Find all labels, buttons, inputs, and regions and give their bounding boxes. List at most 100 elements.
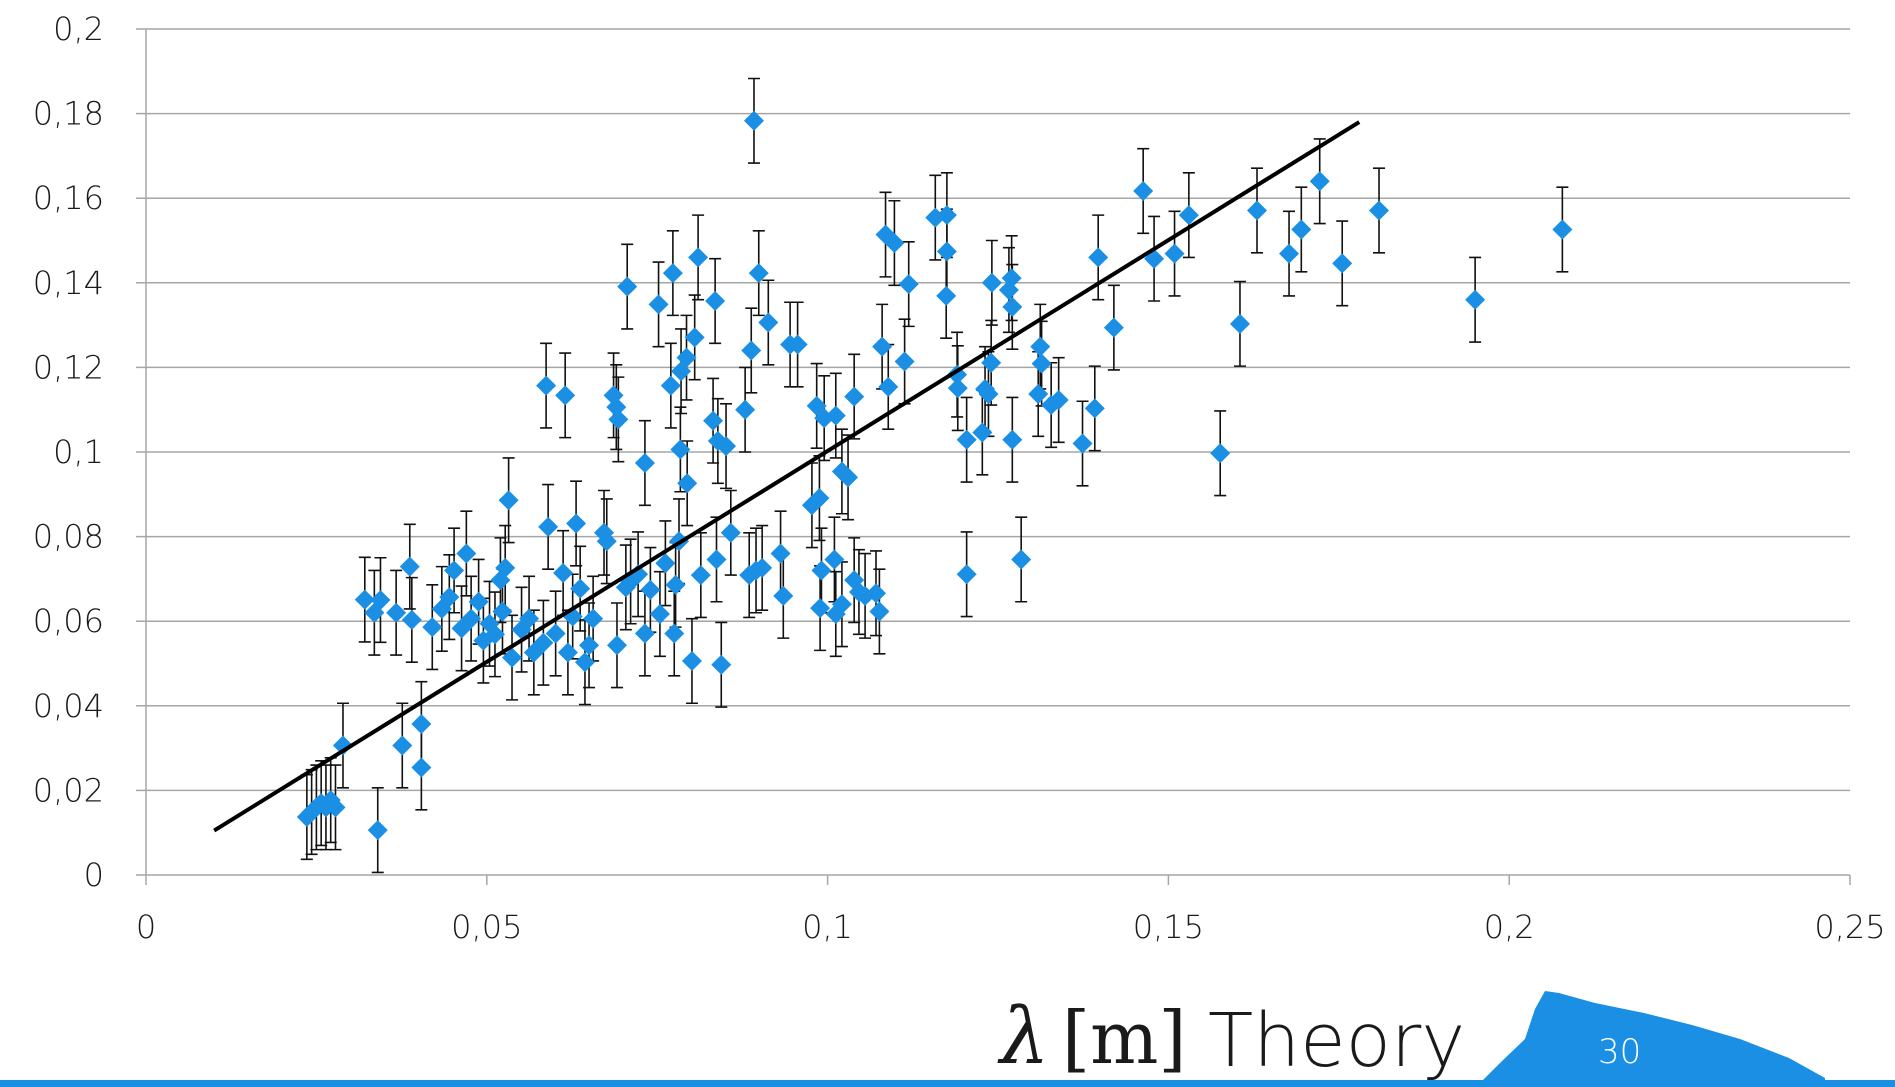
trend-line — [213, 120, 1361, 833]
data-point — [956, 429, 977, 450]
data-point — [1279, 243, 1300, 264]
x-tick-label: 0,25 — [1814, 908, 1885, 946]
data-point — [1369, 200, 1390, 221]
x-label-symbol: λ — [997, 992, 1049, 1082]
data-point — [634, 623, 655, 644]
data-point — [570, 578, 591, 599]
y-tick-label: 0,14 — [33, 264, 104, 302]
data-point — [898, 274, 919, 295]
data-point — [743, 110, 764, 131]
data-point — [690, 565, 711, 586]
data-point — [1028, 384, 1049, 405]
y-tick-label: 0 — [84, 856, 104, 894]
data-point — [648, 294, 669, 315]
data-point — [456, 543, 477, 564]
data-point — [411, 757, 432, 778]
data-point — [649, 604, 670, 625]
data-point — [677, 473, 698, 494]
data-point — [553, 562, 574, 583]
data-point — [831, 594, 852, 615]
data-point — [1001, 268, 1022, 289]
data-point — [566, 513, 587, 534]
x-tick-label: 0,2 — [1484, 908, 1535, 946]
data-point — [741, 340, 762, 361]
data-point — [545, 623, 566, 644]
data-point — [773, 585, 794, 606]
x-label-unit: [m] — [1062, 996, 1186, 1080]
data-point — [1002, 296, 1023, 317]
data-point — [606, 397, 627, 418]
data-point — [325, 797, 346, 818]
data-point — [676, 347, 697, 368]
y-tick-label: 0,12 — [33, 348, 104, 386]
data-point — [392, 735, 413, 756]
y-tick-label: 0,1 — [53, 433, 104, 471]
data-point — [574, 652, 595, 673]
data-point — [1030, 336, 1051, 357]
data-point — [665, 574, 686, 595]
x-tick-label: 0,05 — [451, 908, 522, 946]
data-point — [770, 543, 791, 564]
data-point — [660, 375, 681, 396]
data-point — [583, 608, 604, 629]
data-point — [1072, 433, 1093, 454]
data-point — [670, 439, 691, 460]
data-point — [1178, 205, 1199, 226]
data-point — [439, 587, 460, 608]
data-point — [484, 624, 505, 645]
data-point — [1309, 171, 1330, 192]
data-point — [825, 405, 846, 426]
data-point — [981, 352, 1002, 373]
footer-bar — [0, 1080, 1895, 1087]
data-point — [1164, 243, 1185, 264]
data-point — [422, 617, 443, 638]
data-point — [810, 598, 831, 619]
data-point — [1229, 313, 1250, 334]
data-point — [981, 272, 1002, 293]
y-tick-label: 0,08 — [33, 518, 104, 556]
data-point — [579, 635, 600, 656]
x-tick-label: 0 — [136, 908, 156, 946]
data-point — [711, 654, 732, 675]
data-point — [878, 376, 899, 397]
data-point — [706, 549, 727, 570]
data-point — [735, 399, 756, 420]
data-point — [748, 263, 769, 284]
data-point — [502, 647, 523, 668]
data-point — [1465, 289, 1486, 310]
data-point — [865, 583, 886, 604]
data-point — [978, 384, 999, 405]
data-point — [956, 564, 977, 585]
data-point — [758, 312, 779, 333]
data-point — [634, 452, 655, 473]
data-point — [838, 467, 859, 488]
page-number: 30 — [1598, 1032, 1641, 1072]
data-point — [444, 560, 465, 581]
data-point — [468, 591, 489, 612]
data-point — [936, 285, 957, 306]
data-point — [1552, 219, 1573, 240]
data-point — [608, 409, 629, 430]
data-point — [367, 820, 388, 841]
data-point — [606, 635, 627, 656]
data-point — [1048, 389, 1069, 410]
data-point — [703, 410, 724, 431]
data-point — [596, 531, 617, 552]
data-point — [1084, 398, 1105, 419]
data-point — [399, 556, 420, 577]
data-point — [972, 422, 993, 443]
data-point — [498, 490, 519, 511]
y-tick-label: 0,16 — [33, 179, 104, 217]
y-tick-label: 0,2 — [53, 10, 104, 48]
data-point — [681, 650, 702, 671]
data-point — [716, 436, 737, 457]
data-point — [461, 608, 482, 629]
data-point — [688, 247, 709, 268]
data-point — [1210, 443, 1231, 464]
data-point — [872, 336, 893, 357]
data-point — [884, 233, 905, 254]
y-tick-label: 0,02 — [33, 771, 104, 809]
mountain-logo — [1481, 991, 1825, 1082]
data-point — [411, 713, 432, 734]
